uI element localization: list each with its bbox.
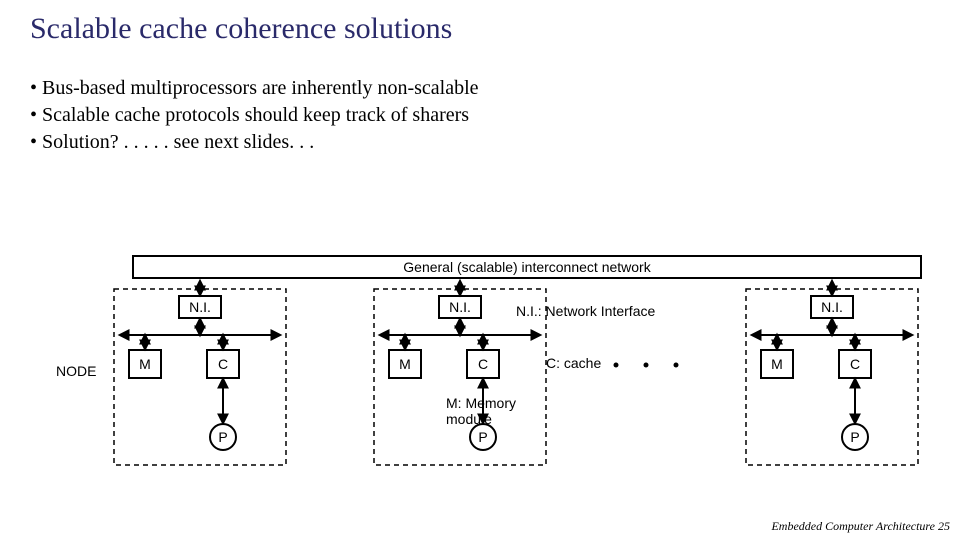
memory-box: M bbox=[388, 349, 422, 379]
cache-box: C bbox=[206, 349, 240, 379]
bullet-item: Bus-based multiprocessors are inherently… bbox=[30, 75, 479, 102]
bullet-item: Solution? . . . . . see next slides. . . bbox=[30, 129, 479, 156]
bullet-item: Scalable cache protocols should keep tra… bbox=[30, 102, 479, 129]
cache-legend: C: cache bbox=[546, 355, 601, 371]
node-label: NODE bbox=[56, 363, 96, 379]
slide-footer: Embedded Computer Architecture 25 bbox=[771, 519, 950, 534]
footer-page: 25 bbox=[938, 519, 950, 533]
interconnect-box: General (scalable) interconnect network bbox=[132, 255, 922, 279]
processor-node: P bbox=[209, 423, 237, 451]
ni-box: N.I. bbox=[178, 295, 222, 319]
processor-node: P bbox=[841, 423, 869, 451]
memory-legend: M: Memory module bbox=[446, 395, 546, 427]
cache-box: C bbox=[466, 349, 500, 379]
ni-box: N.I. bbox=[438, 295, 482, 319]
ni-legend: N.I.: Network Interface bbox=[516, 303, 655, 319]
bullet-list: Bus-based multiprocessors are inherently… bbox=[30, 75, 479, 156]
memory-box: M bbox=[128, 349, 162, 379]
processor-node: P bbox=[469, 423, 497, 451]
memory-box: M bbox=[760, 349, 794, 379]
ni-box: N.I. bbox=[810, 295, 854, 319]
footer-text: Embedded Computer Architecture bbox=[771, 519, 935, 533]
cache-box: C bbox=[838, 349, 872, 379]
architecture-diagram: General (scalable) interconnect network N… bbox=[56, 255, 926, 475]
slide-title: Scalable cache coherence solutions bbox=[30, 12, 452, 46]
